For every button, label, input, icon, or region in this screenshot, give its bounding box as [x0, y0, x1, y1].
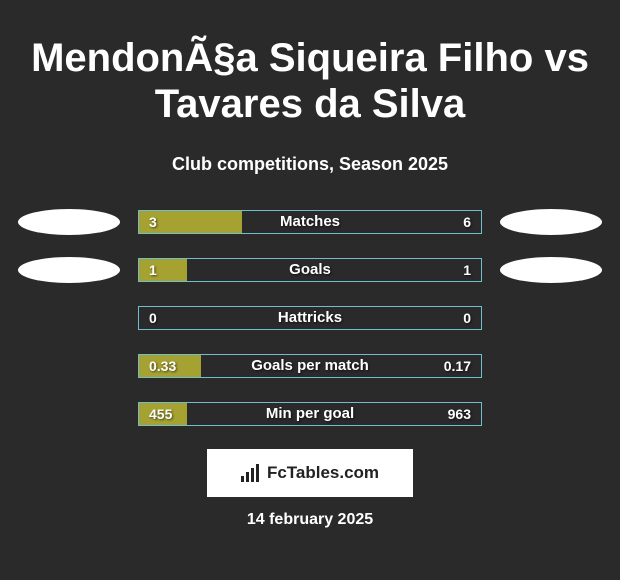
stats-rows: 36Matches 11Goals 00Hattricks 0.330.17Goals…	[0, 209, 620, 427]
player-left-icon	[18, 209, 120, 235]
blob-placeholder	[18, 401, 120, 427]
stat-bar: 36Matches	[138, 210, 482, 234]
blob-placeholder	[18, 353, 120, 379]
comparison-date: 14 february 2025	[0, 511, 620, 529]
player-right-icon	[500, 209, 602, 235]
blob-placeholder	[500, 305, 602, 331]
stat-row: 36Matches	[0, 209, 620, 235]
comparison-title: MendonÃ§a Siqueira Filho vs Tavares da S…	[0, 27, 620, 127]
stat-row: 0.330.17Goals per match	[0, 353, 620, 379]
stat-label: Goals	[139, 259, 481, 281]
player-right-icon	[500, 257, 602, 283]
stat-bar: 00Hattricks	[138, 306, 482, 330]
comparison-subtitle: Club competitions, Season 2025	[0, 154, 620, 175]
chart-icon	[241, 464, 261, 482]
stat-row: 455963Min per goal	[0, 401, 620, 427]
stat-bar: 455963Min per goal	[138, 402, 482, 426]
blob-placeholder	[500, 353, 602, 379]
stat-row: 11Goals	[0, 257, 620, 283]
player-left-icon	[18, 257, 120, 283]
stat-bar: 11Goals	[138, 258, 482, 282]
blob-placeholder	[18, 305, 120, 331]
stat-label: Matches	[139, 211, 481, 233]
stat-label: Min per goal	[139, 403, 481, 425]
blob-placeholder	[500, 401, 602, 427]
stat-row: 00Hattricks	[0, 305, 620, 331]
stat-bar: 0.330.17Goals per match	[138, 354, 482, 378]
stat-label: Hattricks	[139, 307, 481, 329]
brand-badge[interactable]: FcTables.com	[207, 449, 413, 497]
brand-text: FcTables.com	[267, 463, 379, 483]
stat-label: Goals per match	[139, 355, 481, 377]
